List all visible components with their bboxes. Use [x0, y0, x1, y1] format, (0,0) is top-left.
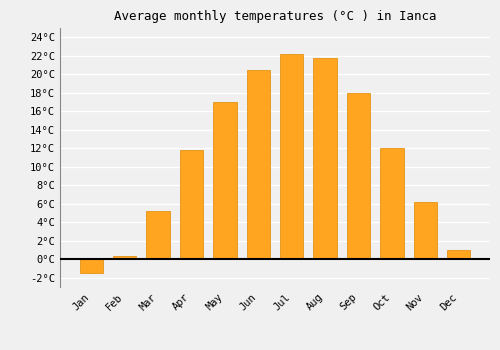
Title: Average monthly temperatures (°C ) in Ianca: Average monthly temperatures (°C ) in Ia…	[114, 10, 436, 23]
Bar	[347, 93, 370, 259]
Bar	[113, 257, 136, 259]
Bar	[180, 150, 203, 259]
Bar	[414, 202, 437, 259]
Bar	[380, 148, 404, 259]
Bar	[80, 259, 103, 273]
Bar	[280, 54, 303, 259]
Bar	[213, 102, 236, 259]
Bar	[314, 58, 337, 259]
Bar	[246, 70, 270, 259]
Bar	[146, 211, 170, 259]
Bar	[447, 250, 470, 259]
